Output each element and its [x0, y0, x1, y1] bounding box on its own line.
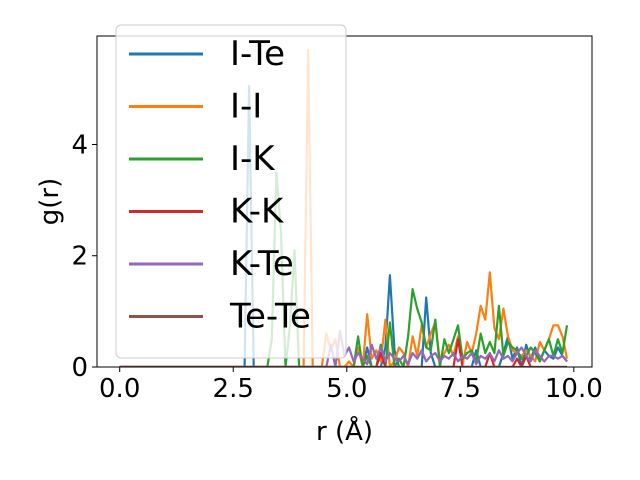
- legend-label: I-K: [230, 139, 276, 179]
- legend-label: Te-Te: [229, 297, 311, 337]
- legend-label: I-I: [230, 87, 262, 127]
- axes: 0.0 2.5 5.0 7.5 10.0 0 2 4: [71, 35, 603, 404]
- x-tick-label: 7.5: [440, 374, 481, 404]
- legend-label: K-K: [230, 192, 285, 232]
- legend-label: K-Te: [230, 244, 294, 284]
- series-lines: [119, 48, 569, 367]
- legend-label: I-Te: [230, 34, 285, 74]
- series-line-k-k: [119, 338, 567, 367]
- y-tick-label: 2: [71, 242, 88, 272]
- y-tick-label: 4: [71, 130, 88, 160]
- plot-area: [119, 48, 569, 367]
- y-tick-label: 0: [71, 353, 88, 383]
- y-axis-label: g(r): [35, 178, 65, 225]
- x-tick-label: 10.0: [545, 374, 603, 404]
- x-tick-label: 5.0: [326, 374, 367, 404]
- series-line-i-k: [119, 171, 569, 367]
- x-tick-label: 0.0: [99, 374, 140, 404]
- legend-box: [115, 24, 347, 359]
- x-tick-label: 2.5: [213, 374, 254, 404]
- series-line-k-te: [119, 329, 568, 367]
- x-axis-label: r (Å): [316, 415, 373, 447]
- legend: I-Te I-I I-K K-K K-Te Te-Te: [115, 24, 347, 359]
